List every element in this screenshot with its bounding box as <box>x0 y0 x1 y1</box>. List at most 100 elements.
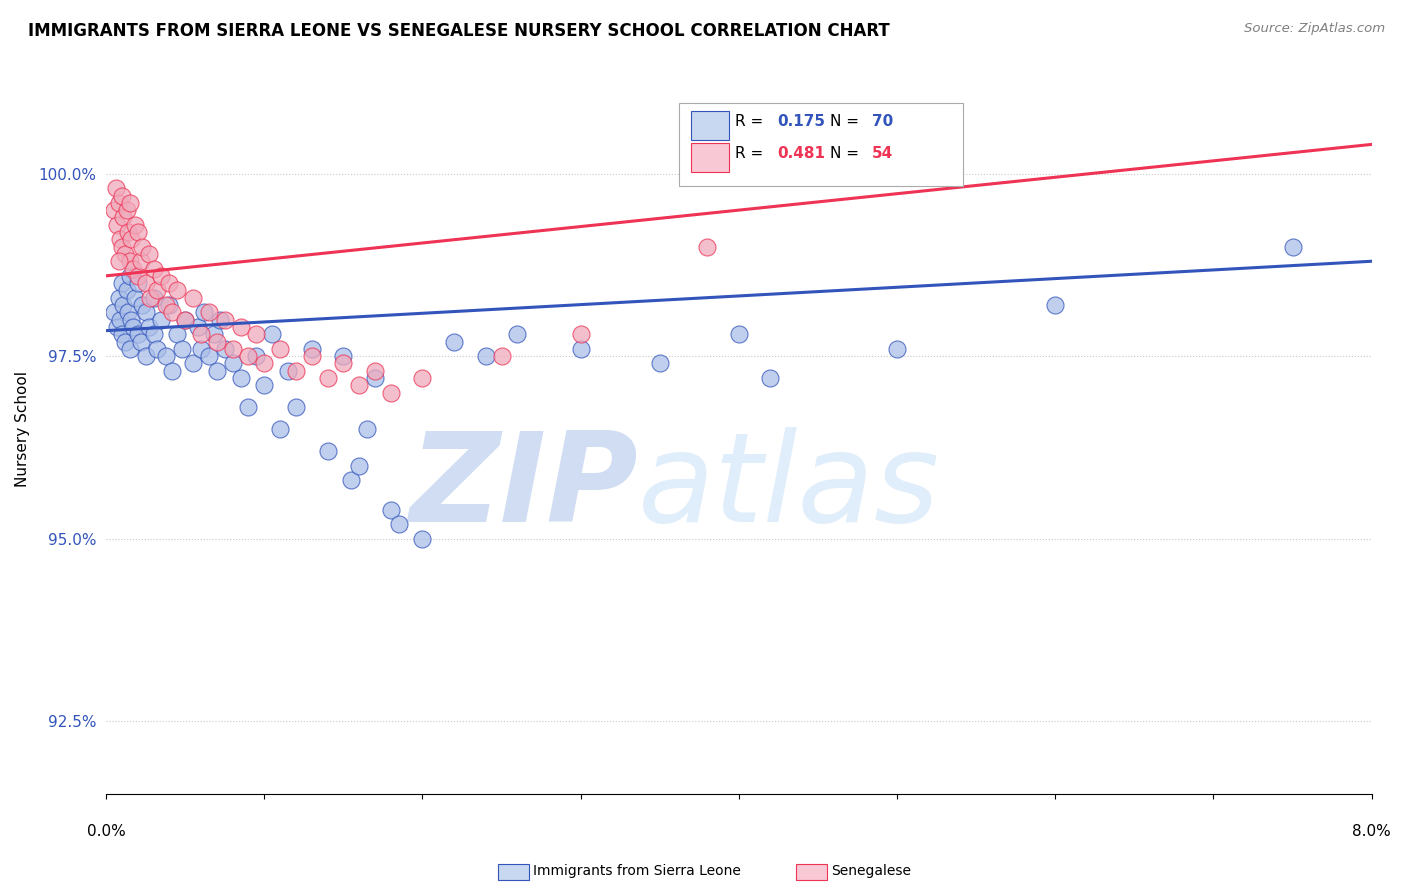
Point <box>340 474 363 488</box>
Point <box>135 305 157 319</box>
Point <box>411 371 433 385</box>
Point <box>122 261 145 276</box>
Point <box>245 349 267 363</box>
Point <box>347 378 370 392</box>
Point <box>284 364 307 378</box>
Point <box>122 320 145 334</box>
Point <box>301 342 323 356</box>
Text: 54: 54 <box>872 146 893 161</box>
Point <box>129 334 152 349</box>
Text: Immigrants from Sierra Leone: Immigrants from Sierra Leone <box>533 863 741 878</box>
Point <box>110 312 132 326</box>
Point <box>347 458 370 473</box>
Point <box>491 349 513 363</box>
Point <box>301 349 323 363</box>
Text: 0.175: 0.175 <box>776 114 825 129</box>
Point <box>127 276 149 290</box>
Point <box>115 284 138 298</box>
Text: atlas: atlas <box>637 427 939 549</box>
Text: 0.481: 0.481 <box>776 146 825 161</box>
FancyBboxPatch shape <box>690 111 728 140</box>
Point <box>112 211 135 225</box>
Point <box>117 305 139 319</box>
Point <box>253 357 276 371</box>
Point <box>139 291 162 305</box>
Text: IMMIGRANTS FROM SIERRA LEONE VS SENEGALESE NURSERY SCHOOL CORRELATION CHART: IMMIGRANTS FROM SIERRA LEONE VS SENEGALE… <box>28 22 890 40</box>
Point <box>1045 298 1067 312</box>
Point <box>759 371 782 385</box>
Point <box>103 305 125 319</box>
Point <box>332 349 354 363</box>
Point <box>205 364 228 378</box>
Point <box>170 342 193 356</box>
Point <box>388 517 411 532</box>
Point <box>190 327 212 342</box>
Point <box>202 327 225 342</box>
Point <box>696 240 718 254</box>
Text: Senegalese: Senegalese <box>831 863 911 878</box>
Point <box>229 320 252 334</box>
Point <box>117 225 139 239</box>
Point <box>105 218 128 232</box>
Point <box>131 240 153 254</box>
Point <box>238 401 260 415</box>
Point <box>115 203 138 218</box>
Point <box>131 298 153 312</box>
Point <box>112 298 135 312</box>
Point <box>150 268 173 283</box>
Point <box>107 254 129 268</box>
Point <box>142 291 165 305</box>
Point <box>245 327 267 342</box>
Text: R =: R = <box>735 114 768 129</box>
Point <box>886 342 908 356</box>
FancyBboxPatch shape <box>690 143 728 172</box>
Text: Source: ZipAtlas.com: Source: ZipAtlas.com <box>1244 22 1385 36</box>
Point <box>166 327 188 342</box>
Point <box>198 349 221 363</box>
Point <box>111 188 134 202</box>
Point <box>142 261 165 276</box>
Point <box>187 320 209 334</box>
Point <box>157 298 180 312</box>
Point <box>181 357 204 371</box>
Point <box>166 284 188 298</box>
Text: ZIP: ZIP <box>409 427 637 549</box>
Point <box>142 327 165 342</box>
Point <box>162 364 184 378</box>
Point <box>364 371 387 385</box>
Point <box>569 342 592 356</box>
Point <box>138 247 160 261</box>
Point <box>1281 240 1303 254</box>
Point <box>316 444 339 458</box>
Point <box>110 232 132 246</box>
Point <box>411 532 433 546</box>
Point <box>648 357 671 371</box>
Point <box>118 254 141 268</box>
Point <box>127 225 149 239</box>
Point <box>135 276 157 290</box>
Point <box>107 195 129 210</box>
Point <box>284 401 307 415</box>
Point <box>269 422 291 436</box>
Point <box>111 276 134 290</box>
Point <box>127 327 149 342</box>
Point <box>145 342 167 356</box>
Point <box>135 349 157 363</box>
Point <box>118 342 141 356</box>
Point <box>157 276 180 290</box>
Point <box>443 334 465 349</box>
Point <box>111 240 134 254</box>
Point <box>124 291 146 305</box>
Point <box>150 312 173 326</box>
Point <box>198 305 221 319</box>
Point <box>269 342 291 356</box>
Point <box>221 357 243 371</box>
Point <box>332 357 354 371</box>
Point <box>127 268 149 283</box>
Point <box>214 312 236 326</box>
Point <box>155 298 177 312</box>
Point <box>380 502 402 516</box>
Text: 0.0%: 0.0% <box>87 823 125 838</box>
Point <box>506 327 529 342</box>
Point <box>727 327 749 342</box>
